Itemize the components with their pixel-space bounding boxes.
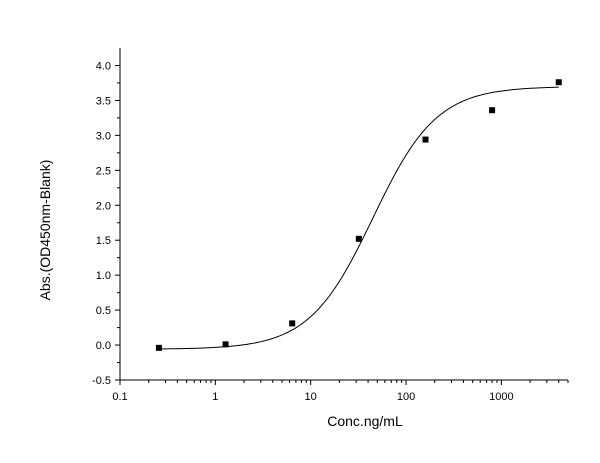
data-point — [355, 235, 362, 242]
data-point — [289, 320, 296, 327]
y-tick-label: 2.5 — [96, 165, 111, 177]
x-axis-title: Conc.ng/mL — [327, 413, 403, 429]
y-axis-title: Abs.(OD450nm-Blank) — [37, 160, 53, 301]
y-tick-label: 4.0 — [96, 60, 111, 72]
x-ticks: 0.1 1 10 100 1000 — [112, 380, 569, 403]
x-tick-label: 10 — [305, 391, 317, 403]
y-ticks: -0.5 0.0 0.5 1.0 1.5 2.0 2.5 3.0 3.5 4.0 — [92, 60, 120, 387]
axes — [119, 48, 568, 381]
data-point — [555, 79, 562, 86]
x-tick-label: 1 — [212, 391, 218, 403]
data-points — [155, 79, 562, 351]
x-tick-label: 1000 — [489, 391, 513, 403]
y-tick-label: 1.0 — [96, 270, 111, 282]
fit-curve — [158, 86, 559, 350]
y-tick-label: 1.5 — [96, 235, 111, 247]
y-tick-label: 0.0 — [96, 340, 111, 352]
y-tick-label: -0.5 — [92, 375, 111, 387]
x-tick-label: 0.1 — [112, 391, 127, 403]
data-point — [222, 341, 229, 348]
y-tick-label: 2.0 — [96, 200, 111, 212]
y-tick-label: 0.5 — [96, 305, 111, 317]
y-tick-label: 3.0 — [96, 130, 111, 142]
data-point — [155, 344, 162, 351]
data-point — [489, 107, 496, 114]
x-tick-label: 100 — [397, 391, 415, 403]
data-point — [422, 136, 429, 143]
y-tick-label: 3.5 — [96, 95, 111, 107]
